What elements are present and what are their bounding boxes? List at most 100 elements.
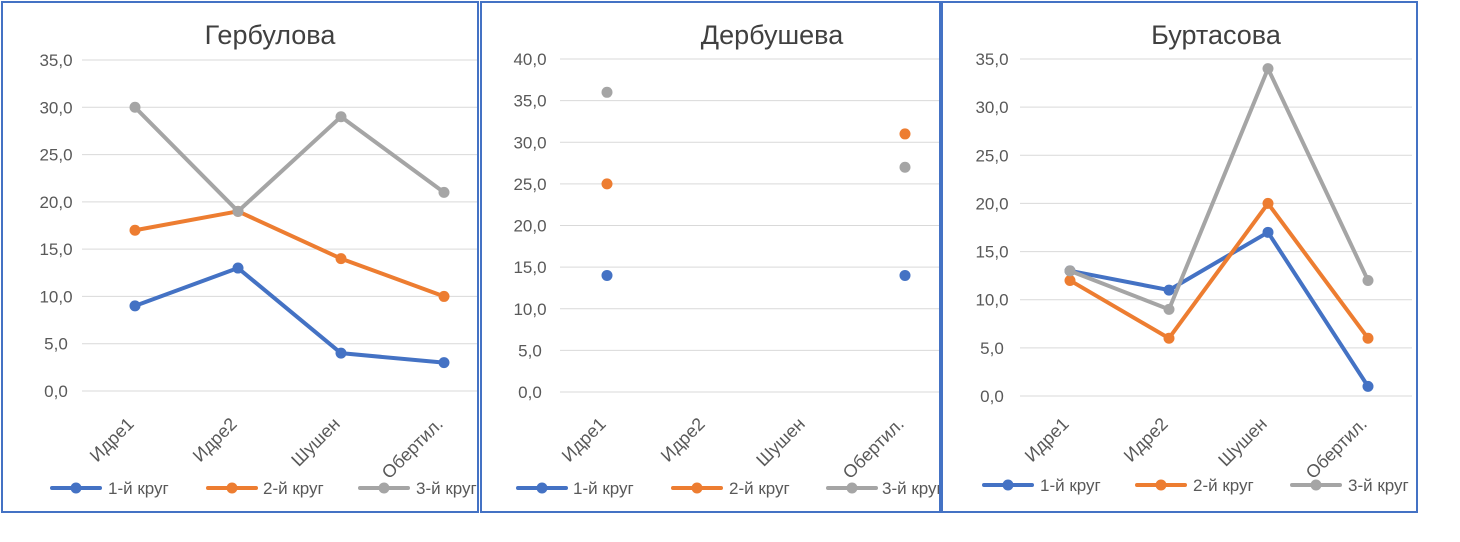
chart-frames — [1, 1, 1418, 513]
data-point — [1362, 274, 1374, 286]
y-tick-label: 25,0 — [513, 175, 546, 194]
legend-label: 2-й круг — [729, 479, 790, 498]
y-tick-label: 0,0 — [518, 383, 542, 402]
legend-marker — [536, 482, 548, 494]
data-point — [1163, 332, 1175, 344]
data-point — [335, 347, 347, 359]
x-category-label: Идре2 — [1120, 414, 1172, 466]
data-point — [1362, 380, 1374, 392]
series-line — [1068, 66, 1370, 312]
y-tick-label: 25,0 — [39, 146, 72, 165]
legend-marker — [691, 482, 703, 494]
y-tick-label: 0,0 — [980, 387, 1004, 406]
legend-marker — [70, 482, 82, 494]
y-tick-label: 40,0 — [513, 50, 546, 69]
data-point — [601, 178, 613, 190]
panel-border — [1, 1, 479, 513]
y-tick-label: 10,0 — [513, 300, 546, 319]
y-tick-label: 35,0 — [39, 51, 72, 70]
x-category-label: Обертил. — [839, 414, 908, 483]
y-tick-label: 30,0 — [513, 133, 546, 152]
y-tick-label: 15,0 — [513, 258, 546, 277]
chart-title: Гербулова — [205, 20, 337, 50]
x-category-label: Идре1 — [1021, 414, 1073, 466]
legend-marker — [1310, 479, 1322, 491]
x-category-label: Обертил. — [1302, 414, 1371, 483]
data-point — [601, 269, 613, 281]
y-tick-label: 20,0 — [513, 217, 546, 236]
chart-derbusheva: Дербушева 0,0 5,0 10,0 15,0 20,0 25,0 30,0 35,0… — [513, 20, 943, 498]
data-point — [129, 300, 141, 312]
y-tick-label: 0,0 — [44, 382, 68, 401]
legend-label: 1-й круг — [108, 479, 169, 498]
x-category-label: Идре1 — [558, 414, 610, 466]
chart-title: Дербушева — [701, 20, 844, 50]
legend-marker — [378, 482, 390, 494]
data-point — [129, 101, 141, 113]
legend-label: 3-й круг — [1348, 476, 1409, 495]
legend-label: 3-й круг — [416, 479, 477, 498]
data-point — [335, 111, 347, 123]
y-tick-label: 30,0 — [975, 98, 1008, 117]
panel-border — [480, 1, 941, 513]
legend-marker — [1002, 479, 1014, 491]
series-line — [1068, 230, 1370, 389]
y-tick-label: 15,0 — [39, 240, 72, 259]
data-point — [1163, 303, 1175, 315]
data-point — [899, 269, 911, 281]
data-point — [129, 224, 141, 236]
series-line — [133, 266, 446, 365]
x-category-label: Обертил. — [378, 414, 447, 483]
data-point — [335, 253, 347, 265]
x-category-label: Шушен — [287, 414, 343, 470]
data-point — [1262, 63, 1274, 75]
legend-label: 2-й круг — [263, 479, 324, 498]
legend-marker — [846, 482, 858, 494]
legend-label: 3-й круг — [882, 479, 943, 498]
data-point — [1163, 284, 1175, 296]
x-category-label: Идре2 — [189, 414, 241, 466]
chart-gerbulova: Гербулова 0,0 5,0 10,0 15,0 20,0 25,0 30,0 35,0… — [39, 20, 478, 498]
legend-marker — [1155, 479, 1167, 491]
series-line — [1068, 201, 1370, 341]
x-category-label: Шушен — [752, 414, 808, 470]
y-tick-label: 25,0 — [975, 146, 1008, 165]
y-tick-label: 5,0 — [980, 339, 1004, 358]
y-tick-label: 35,0 — [513, 92, 546, 111]
panel-border — [941, 1, 1418, 513]
data-point — [601, 86, 613, 98]
series-line — [133, 105, 446, 214]
y-tick-label: 15,0 — [975, 243, 1008, 262]
legend-marker — [226, 482, 238, 494]
data-point — [438, 357, 450, 369]
data-point — [1064, 274, 1076, 286]
data-point — [232, 205, 244, 217]
y-tick-label: 5,0 — [44, 335, 68, 354]
chart-title: Буртасова — [1151, 20, 1282, 50]
legend-label: 1-й круг — [1040, 476, 1101, 495]
y-tick-label: 35,0 — [975, 50, 1008, 69]
x-category-label: Идре1 — [86, 414, 138, 466]
y-tick-label: 20,0 — [39, 193, 72, 212]
x-category-label: Шушен — [1214, 414, 1270, 470]
data-point — [1064, 265, 1076, 277]
y-tick-label: 10,0 — [975, 291, 1008, 310]
data-point — [899, 128, 911, 140]
data-point — [1262, 197, 1274, 209]
data-point — [1362, 332, 1374, 344]
y-tick-label: 30,0 — [39, 98, 72, 117]
data-point — [438, 186, 450, 198]
y-tick-label: 20,0 — [975, 194, 1008, 213]
x-category-label: Идре2 — [657, 414, 709, 466]
chart-burtasova: Буртасова 0,0 5,0 10,0 15,0 20,0 25,0 30,0 35,0… — [975, 20, 1412, 495]
data-point — [232, 262, 244, 274]
legend-label: 1-й круг — [573, 479, 634, 498]
series-line — [133, 209, 446, 299]
data-point — [438, 290, 450, 302]
data-point — [899, 161, 911, 173]
data-point — [1262, 226, 1274, 238]
y-tick-label: 5,0 — [518, 341, 542, 360]
legend-label: 2-й круг — [1193, 476, 1254, 495]
y-tick-label: 10,0 — [39, 287, 72, 306]
